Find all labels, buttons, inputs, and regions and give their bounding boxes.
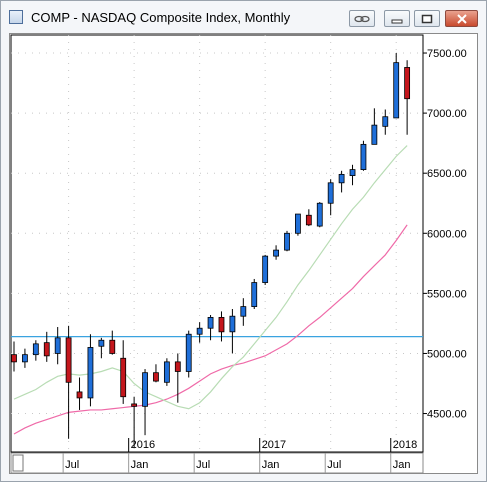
candle-body [98, 339, 105, 347]
month-label: Jan [131, 459, 149, 471]
candle-body [327, 182, 334, 204]
minimize-icon [391, 19, 403, 23]
candle-body [371, 124, 378, 145]
candle-body [32, 343, 39, 356]
candle-body [218, 317, 225, 333]
y-tick-label: 7500.00 [427, 48, 467, 60]
candle-body [109, 339, 116, 354]
candle-body [142, 372, 148, 407]
y-tick-label: 6000.00 [427, 228, 467, 240]
y-tick-label: 5500.00 [427, 288, 467, 300]
candle-body [273, 249, 279, 257]
candle-body [393, 62, 400, 119]
month-label: Jul [196, 459, 210, 471]
title-bar[interactable]: COMP - NASDAQ Composite Index, Monthly [1, 1, 486, 33]
candle-body [174, 361, 181, 372]
candle-body [338, 174, 345, 184]
close-button[interactable] [445, 10, 478, 27]
candle-body [87, 347, 94, 399]
candle-body [54, 337, 61, 354]
moving-average-short-line [13, 145, 408, 410]
candle-body [404, 67, 411, 100]
link-icon [354, 15, 370, 22]
candle-body [120, 357, 127, 398]
candle-body [65, 337, 72, 383]
candle-body [284, 232, 290, 251]
candle-body [131, 403, 138, 407]
plot-border [10, 34, 424, 453]
y-tick-label: 5000.00 [427, 348, 467, 360]
close-icon [456, 13, 467, 24]
chart-area[interactable] [9, 33, 478, 474]
candle-body [207, 317, 214, 329]
candle-body [295, 213, 301, 234]
month-label: Jan [393, 459, 411, 471]
y-tick-label: 6500.00 [427, 168, 467, 180]
candle-body [305, 214, 312, 226]
year-label: 2017 [262, 439, 286, 451]
y-tick-label: 4500.00 [427, 409, 467, 421]
scroll-thumb [12, 454, 24, 472]
candle-body [196, 327, 203, 335]
candle-body [43, 342, 50, 357]
link-button[interactable] [349, 10, 375, 27]
month-label: Jul [327, 459, 341, 471]
time-axis-band [10, 452, 424, 474]
candle-body [229, 315, 236, 333]
candle-body [185, 333, 192, 372]
candle-body [240, 306, 247, 317]
candle-body [163, 361, 170, 383]
chart-app-icon [9, 10, 23, 24]
maximize-icon [421, 14, 433, 23]
y-tick-label: 7000.00 [427, 108, 467, 120]
candle-body [316, 202, 323, 227]
year-label: 2016 [131, 439, 155, 451]
candle-body [262, 255, 269, 283]
candle-body [76, 391, 83, 399]
candle-body [349, 169, 356, 177]
month-label: Jul [65, 459, 79, 471]
maximize-button[interactable] [414, 10, 440, 27]
candle-body [360, 143, 367, 170]
window-title: COMP - NASDAQ Composite Index, Monthly [31, 10, 291, 25]
candle-body [153, 372, 159, 382]
candle-body [382, 116, 389, 127]
minimize-button[interactable] [384, 10, 410, 27]
moving-average-long-line [13, 224, 408, 435]
month-label: Jan [262, 459, 280, 471]
year-label: 2018 [393, 439, 417, 451]
candle-body [11, 354, 17, 363]
candle-body [22, 354, 28, 363]
candle-body [251, 282, 258, 307]
